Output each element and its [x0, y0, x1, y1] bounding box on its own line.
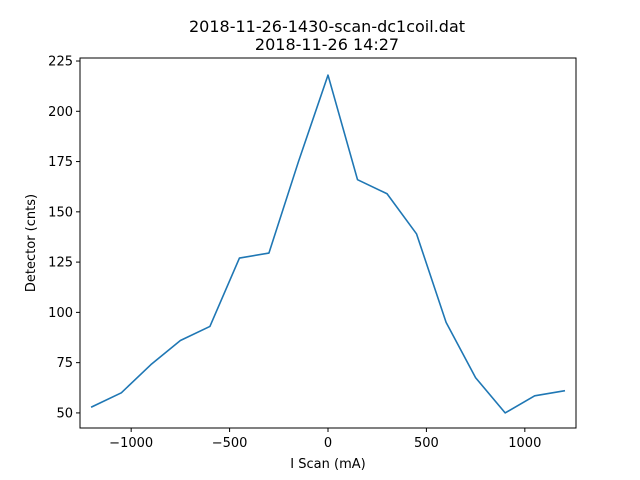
- data-point: [298, 161, 300, 163]
- data-point: [209, 326, 211, 328]
- data-point: [386, 193, 388, 195]
- y-axis-label: Detector (cnts): [24, 194, 39, 292]
- data-point: [239, 257, 241, 259]
- chart-subtitle: 2018-11-26 14:27: [255, 35, 399, 54]
- x-tick-label: 1000: [508, 436, 541, 451]
- data-point: [327, 74, 329, 76]
- data-point: [563, 390, 565, 392]
- data-point: [357, 179, 359, 181]
- series-line: [90, 74, 566, 414]
- y-tick-label: 225: [48, 55, 73, 70]
- y-tick-label: 200: [48, 105, 73, 120]
- y-tick-label: 150: [48, 205, 73, 220]
- data-point: [91, 406, 93, 408]
- y-tick-label: 100: [48, 306, 73, 321]
- y-tick-label: 175: [48, 155, 73, 170]
- data-point: [534, 395, 536, 397]
- x-axis-label: I Scan (mA): [290, 457, 365, 472]
- data-point: [445, 322, 447, 324]
- data-point: [121, 392, 123, 394]
- x-tick-label: −1000: [109, 436, 153, 451]
- data-point: [180, 340, 182, 342]
- data-point: [475, 377, 477, 379]
- data-point: [504, 412, 506, 414]
- y-tick-label: 75: [56, 356, 73, 371]
- plot-area: [90, 74, 566, 414]
- y-axis: 50 75 100 125 150 175 200 225: [48, 55, 80, 421]
- chart-title: 2018-11-26-1430-scan-dc1coil.dat: [189, 17, 465, 36]
- axes-frame: [79, 57, 577, 429]
- data-point: [416, 233, 418, 235]
- x-tick-label: 0: [324, 436, 332, 451]
- data-point: [150, 364, 152, 366]
- y-tick-label: 125: [48, 256, 73, 271]
- y-tick-label: 50: [56, 406, 73, 421]
- x-tick-label: −500: [212, 436, 248, 451]
- data-point: [268, 252, 270, 254]
- x-tick-label: 500: [414, 436, 439, 451]
- x-axis: −1000 −500 0 500 1000: [109, 428, 541, 451]
